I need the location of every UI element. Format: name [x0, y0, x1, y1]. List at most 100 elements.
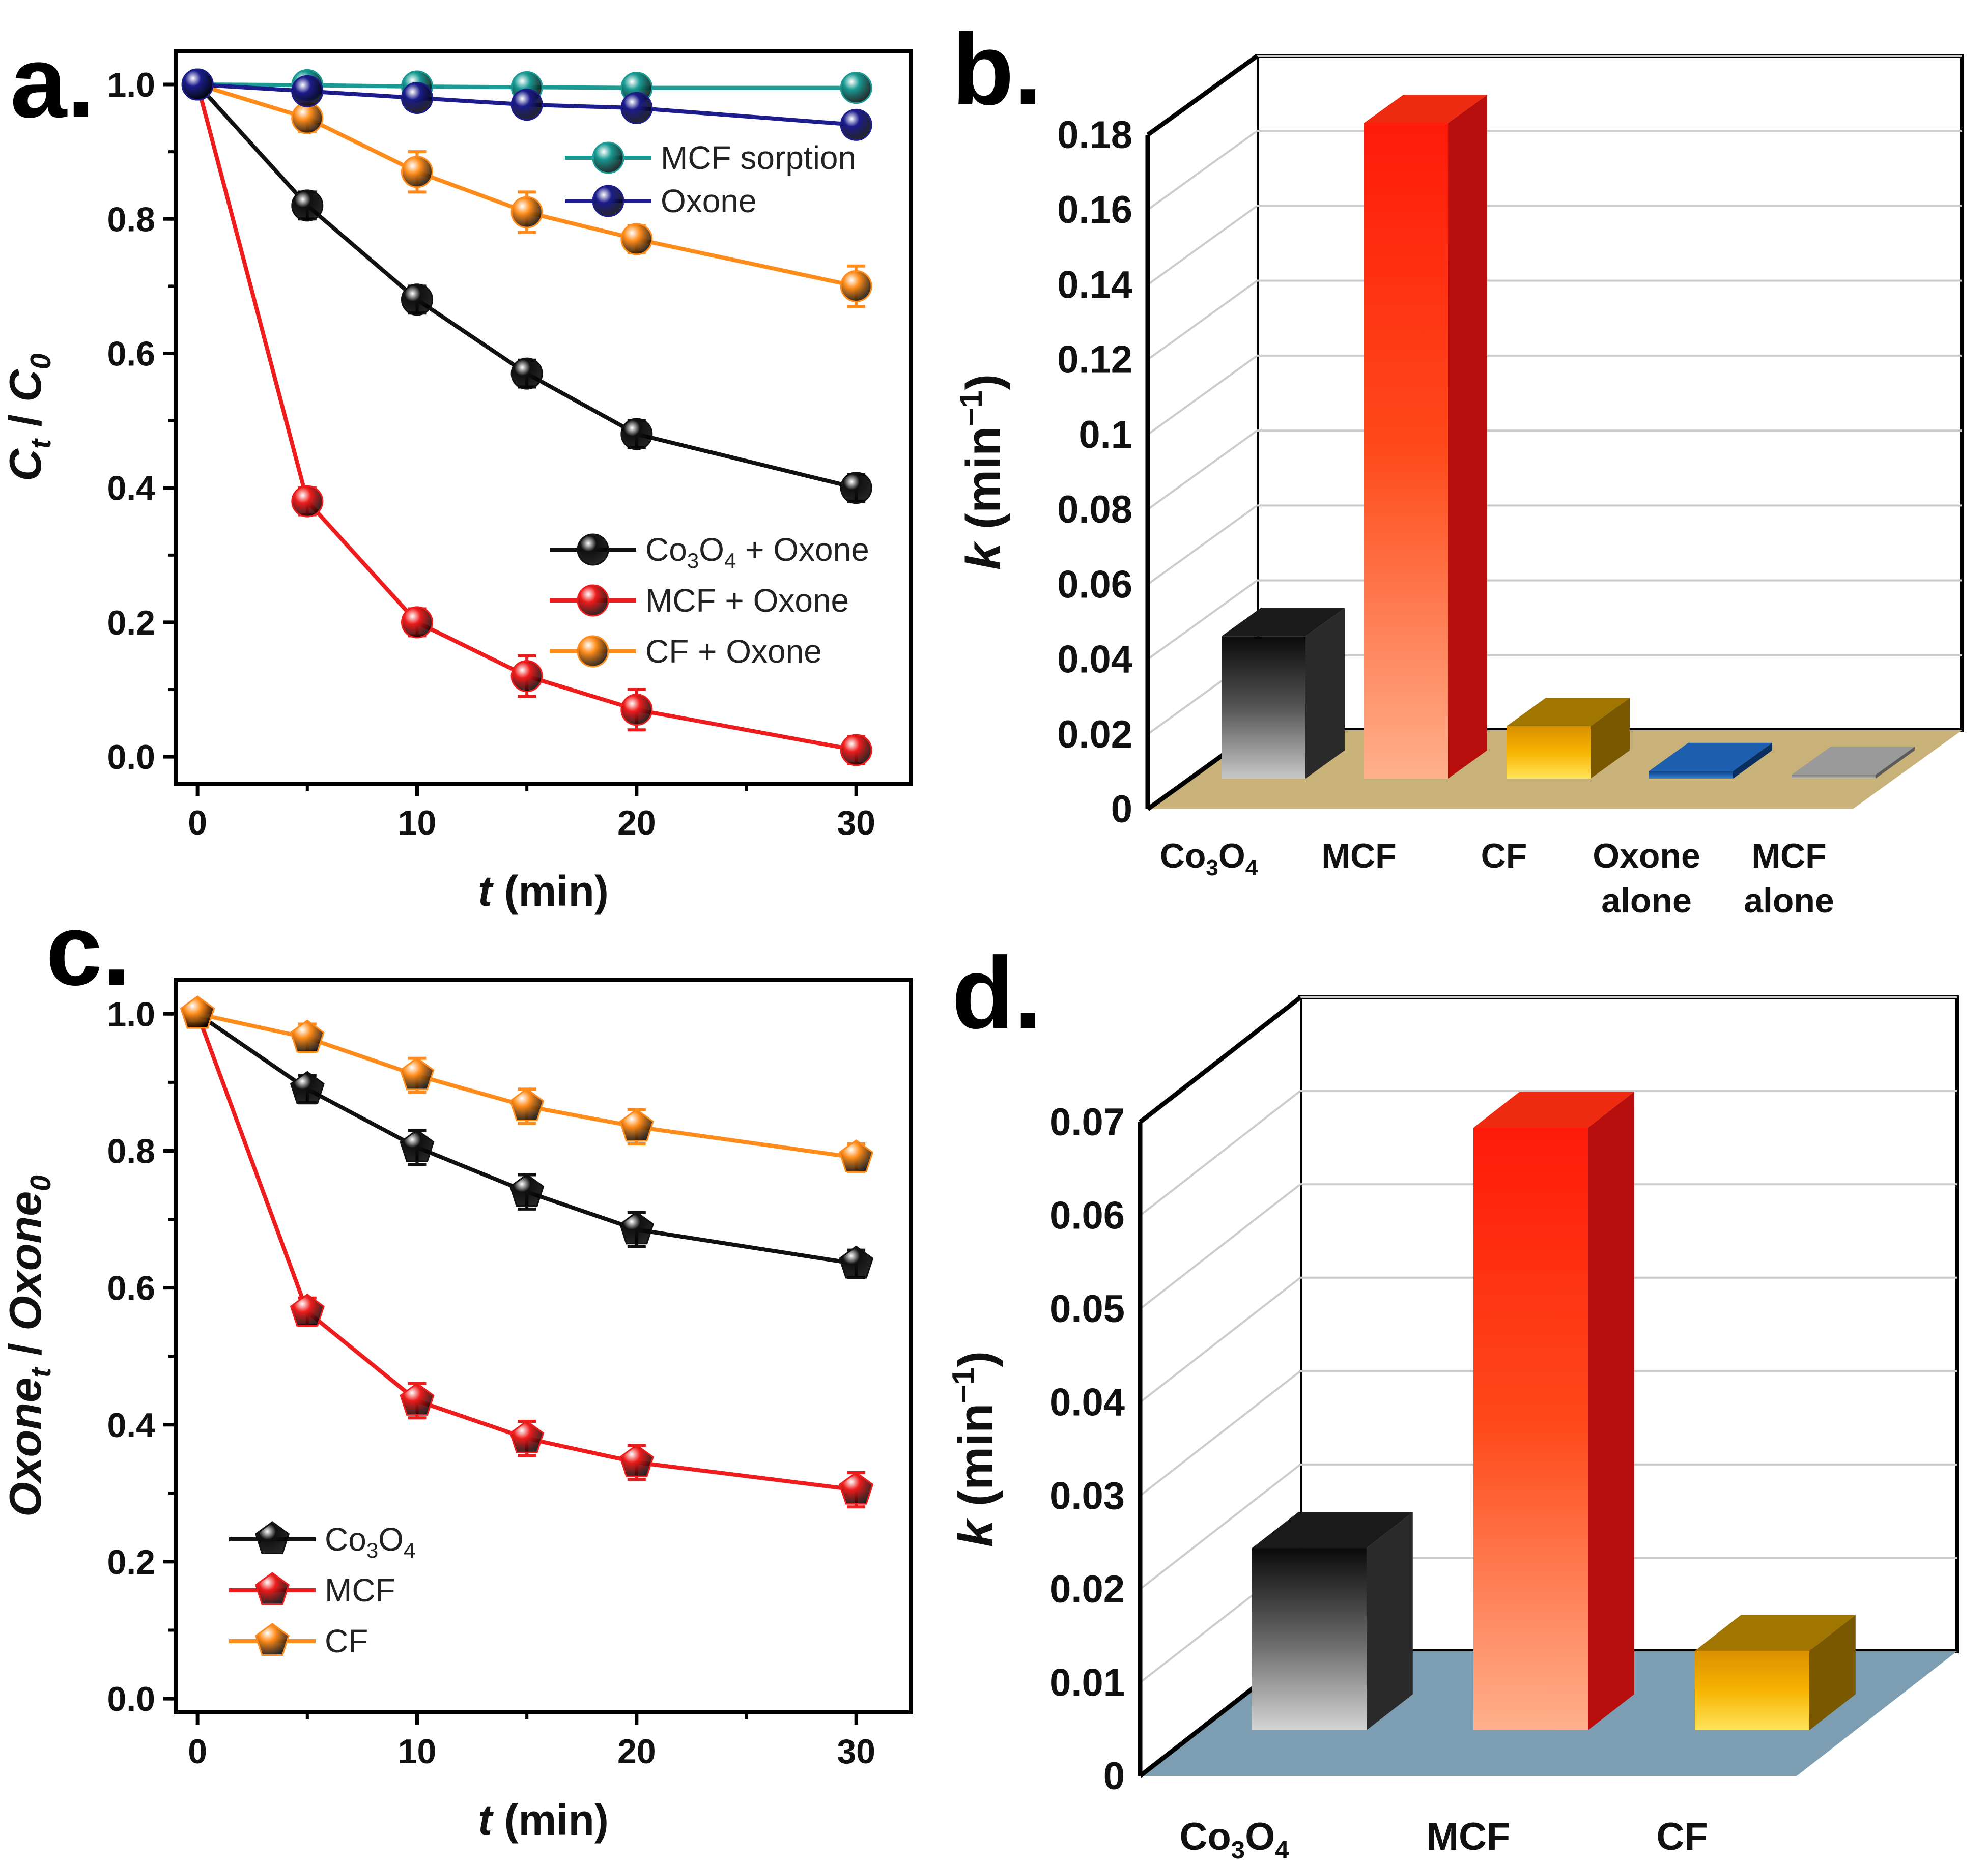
x-tick-label: 10	[398, 1732, 437, 1771]
bar-0	[1252, 1512, 1413, 1730]
data-point	[840, 734, 872, 766]
bar-side	[1809, 1615, 1856, 1730]
bar-top	[1649, 742, 1773, 771]
x-tick-label: 30	[837, 804, 875, 842]
top-edge	[1139, 995, 1302, 1124]
y-tick-label: 0.8	[107, 200, 155, 239]
legend-label: MCF	[325, 1572, 395, 1609]
series-line	[197, 82, 857, 90]
series-cf	[180, 995, 874, 1173]
category-label: alone	[1601, 881, 1692, 920]
category-label: MCF	[1427, 1815, 1511, 1858]
category-label: CF	[1656, 1815, 1708, 1858]
grid-line	[1147, 205, 1258, 286]
legend-marker	[577, 584, 609, 617]
y-axis-label: k (min−1)	[946, 1351, 1003, 1547]
x-tick-label: 10	[398, 804, 437, 842]
legend-label: Co3O4 + Oxone	[645, 531, 869, 572]
y-tick-label: 0.08	[1057, 488, 1132, 531]
data-point	[840, 108, 872, 141]
y-tick-label: 0.01	[1049, 1661, 1125, 1704]
legend-label: Co3O4	[325, 1521, 415, 1562]
data-point	[510, 196, 543, 228]
grid-line	[1147, 504, 1258, 585]
data-point	[620, 223, 653, 255]
x-tick-label: 0	[188, 804, 207, 842]
category-label: Co3O4	[1180, 1815, 1289, 1863]
y-tick-label: 0.4	[107, 1406, 155, 1445]
bar-front	[1649, 771, 1733, 779]
x-axis-label: t (min)	[478, 867, 609, 915]
category-label: MCF	[1321, 837, 1396, 875]
grid-line	[1147, 130, 1258, 211]
category-label: Oxone	[1593, 837, 1700, 875]
bar-front	[1364, 123, 1448, 779]
data-point	[290, 1293, 325, 1327]
series-line	[197, 82, 857, 127]
data-point	[291, 189, 324, 222]
legend: Co3O4 MCF CF	[229, 1521, 415, 1659]
legend-marker	[254, 1572, 290, 1605]
data-point	[400, 1382, 435, 1416]
data-point	[509, 1088, 545, 1121]
bar-front	[1252, 1548, 1367, 1730]
data-point	[840, 472, 872, 504]
panel-letter: b.	[952, 13, 1042, 126]
category-label: CF	[1481, 837, 1527, 875]
legend-label: MCF + Oxone	[645, 582, 849, 619]
bar-side	[1733, 742, 1773, 779]
series-line	[195, 84, 857, 752]
legend-marker	[254, 1521, 290, 1554]
data-point	[619, 1211, 654, 1245]
data-point	[619, 1108, 654, 1142]
plot-frame	[174, 978, 913, 1714]
side-wall	[1148, 56, 1257, 809]
bar-side	[1588, 1092, 1634, 1730]
y-tick-label: 0.2	[107, 604, 155, 642]
panel-letter: d.	[952, 936, 1042, 1050]
y-tick-label: 0.06	[1049, 1194, 1125, 1238]
y-tick-label: 0.04	[1049, 1381, 1125, 1424]
bar-top	[1473, 1092, 1634, 1128]
y-tick-label: 0	[1111, 788, 1132, 831]
bar-front	[1507, 726, 1591, 779]
y-tick-label: 0.06	[1057, 563, 1132, 606]
y-tick-label: 0.6	[107, 334, 155, 373]
data-point	[401, 606, 433, 639]
y-tick-label: 0.05	[1049, 1287, 1125, 1331]
bar-front	[1222, 636, 1305, 779]
x-tick-label: 30	[837, 1732, 875, 1771]
legend-label: Oxone	[661, 183, 757, 219]
data-point	[620, 694, 653, 726]
data-point	[290, 1019, 325, 1053]
series-line	[197, 1012, 857, 1160]
bar-side	[1448, 95, 1488, 779]
category-label: MCF	[1751, 837, 1826, 875]
plot-frame	[174, 49, 913, 786]
panel-d-3d-bar-chart: d. 0 0.01 0.02 0.03 0.04 0.05 0.06 0.07 k (min−1)…	[946, 936, 1959, 1863]
y-tick-label: 0.12	[1057, 338, 1132, 382]
y-tick-label: 0.4	[107, 469, 155, 508]
bar-2	[1695, 1615, 1856, 1730]
panel-c-line-chart: c. 0 10 20 30 0.0 0.2 0.4 0.6 0.8 1.0 t (min) Oxonet…	[0, 893, 913, 1844]
data-point	[619, 1444, 654, 1477]
series-line	[195, 1013, 857, 1492]
back-wall	[1255, 54, 1964, 732]
x-tick-label: 20	[617, 804, 656, 842]
legend: Co3O4 + Oxone MCF + Oxone CF + Oxone	[550, 531, 869, 670]
series-oxone	[181, 68, 872, 141]
y-tick-label: 0.18	[1057, 113, 1132, 157]
bar-top	[1507, 698, 1630, 726]
bar-3	[1649, 742, 1773, 779]
legend-marker	[592, 185, 624, 217]
top-edge	[1146, 54, 1259, 137]
data-point	[400, 1129, 435, 1162]
y-tick-label: 0.04	[1057, 638, 1132, 681]
data-point	[291, 102, 324, 134]
y-tick-label: 0.02	[1057, 713, 1132, 756]
data-point	[181, 68, 214, 101]
y-tick-label: 1.0	[107, 995, 155, 1034]
data-point	[400, 1057, 435, 1091]
bar-side	[1367, 1512, 1413, 1730]
bar-4	[1792, 747, 1915, 779]
